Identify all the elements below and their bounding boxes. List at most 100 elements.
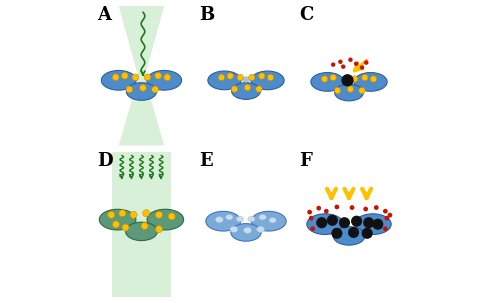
Ellipse shape [125, 222, 157, 241]
Circle shape [349, 58, 352, 61]
Circle shape [317, 218, 327, 228]
Circle shape [309, 216, 313, 220]
Circle shape [339, 218, 349, 228]
Ellipse shape [230, 226, 238, 232]
Text: E: E [199, 152, 213, 169]
Circle shape [218, 74, 225, 81]
Text: F: F [299, 152, 312, 169]
Circle shape [374, 206, 378, 209]
Text: B: B [199, 6, 215, 24]
Circle shape [227, 73, 233, 79]
Circle shape [352, 216, 362, 226]
Ellipse shape [147, 71, 182, 90]
Circle shape [311, 227, 314, 230]
Circle shape [321, 76, 328, 82]
Circle shape [141, 222, 148, 229]
Circle shape [370, 76, 377, 82]
Ellipse shape [208, 71, 241, 90]
Ellipse shape [335, 84, 364, 101]
Circle shape [325, 210, 328, 213]
Circle shape [168, 213, 175, 220]
Circle shape [237, 74, 244, 81]
Circle shape [143, 210, 150, 217]
Circle shape [113, 221, 120, 228]
Circle shape [256, 86, 262, 92]
Circle shape [339, 60, 342, 63]
Circle shape [155, 226, 162, 233]
Circle shape [132, 74, 139, 81]
Ellipse shape [242, 76, 250, 82]
Circle shape [119, 210, 126, 217]
Polygon shape [119, 77, 164, 145]
Circle shape [248, 74, 255, 81]
Ellipse shape [206, 211, 241, 231]
Ellipse shape [99, 209, 136, 230]
Text: C: C [299, 6, 313, 24]
Circle shape [355, 62, 358, 65]
Circle shape [362, 228, 372, 238]
Circle shape [259, 73, 265, 79]
Text: A: A [97, 6, 112, 24]
Circle shape [373, 219, 383, 229]
Circle shape [347, 86, 354, 92]
Ellipse shape [236, 216, 244, 222]
Circle shape [350, 206, 354, 209]
Circle shape [332, 228, 342, 238]
Circle shape [388, 213, 392, 217]
Ellipse shape [354, 72, 387, 91]
Circle shape [164, 74, 171, 81]
Circle shape [317, 207, 320, 210]
Ellipse shape [251, 211, 286, 231]
Circle shape [385, 216, 389, 220]
Circle shape [152, 86, 158, 93]
Circle shape [352, 76, 358, 82]
Polygon shape [112, 152, 171, 297]
Circle shape [342, 65, 345, 68]
Polygon shape [119, 6, 164, 77]
Ellipse shape [307, 214, 343, 235]
Circle shape [364, 218, 373, 228]
Ellipse shape [147, 209, 184, 230]
Ellipse shape [231, 224, 261, 241]
Circle shape [155, 211, 162, 218]
Circle shape [130, 211, 137, 218]
Ellipse shape [232, 83, 260, 99]
Circle shape [335, 205, 338, 208]
Ellipse shape [126, 83, 156, 100]
Text: D: D [97, 152, 113, 169]
Circle shape [122, 72, 128, 79]
Circle shape [244, 85, 250, 91]
Circle shape [231, 86, 238, 92]
Ellipse shape [355, 214, 391, 235]
Circle shape [362, 75, 368, 81]
Ellipse shape [226, 215, 233, 220]
Circle shape [108, 211, 115, 218]
Ellipse shape [269, 218, 277, 223]
Ellipse shape [311, 72, 344, 91]
Circle shape [335, 87, 340, 94]
Circle shape [332, 63, 335, 66]
Circle shape [364, 207, 368, 211]
Ellipse shape [333, 227, 365, 245]
Circle shape [155, 72, 161, 79]
Circle shape [267, 74, 274, 81]
Ellipse shape [215, 217, 223, 223]
Circle shape [384, 210, 387, 213]
Circle shape [330, 75, 337, 81]
Circle shape [342, 75, 353, 86]
Circle shape [328, 215, 337, 225]
Ellipse shape [244, 227, 251, 233]
Circle shape [112, 74, 119, 81]
Circle shape [140, 85, 146, 91]
Circle shape [349, 228, 358, 237]
Ellipse shape [248, 216, 255, 222]
Circle shape [308, 210, 311, 214]
Ellipse shape [259, 215, 266, 220]
Ellipse shape [257, 226, 265, 232]
Ellipse shape [251, 71, 284, 90]
Circle shape [126, 86, 133, 93]
Ellipse shape [101, 71, 136, 90]
Circle shape [359, 87, 365, 94]
Circle shape [365, 61, 368, 64]
Circle shape [144, 74, 151, 81]
